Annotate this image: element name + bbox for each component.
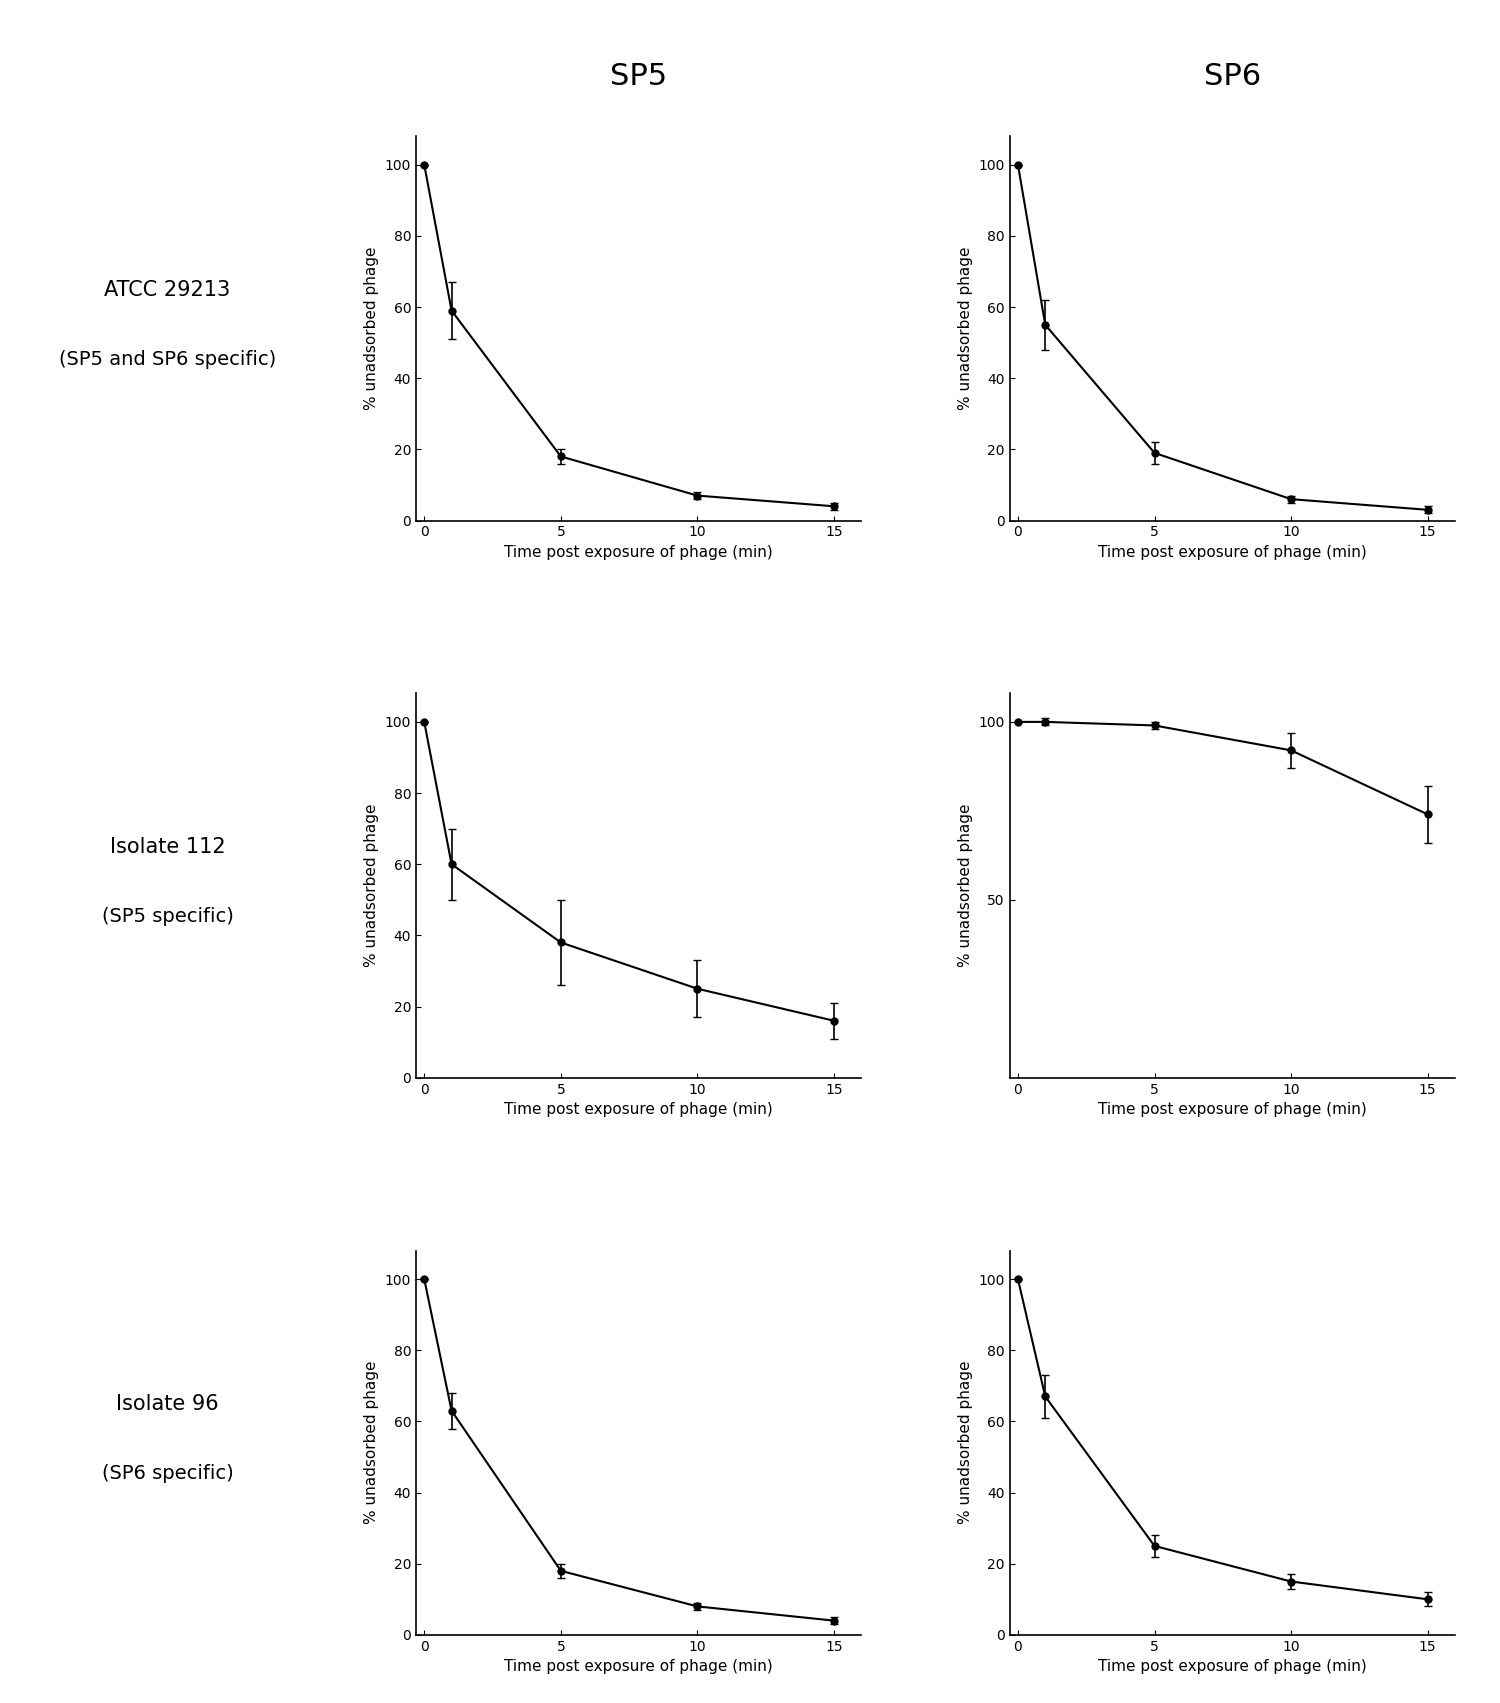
Text: (SP6 specific): (SP6 specific) [102,1465,234,1483]
Y-axis label: % unadsorbed phage: % unadsorbed phage [958,804,974,967]
Text: Isolate 112: Isolate 112 [110,838,225,857]
Text: (SP5 and SP6 specific): (SP5 and SP6 specific) [58,349,276,368]
X-axis label: Time post exposure of phage (min): Time post exposure of phage (min) [1098,1102,1366,1117]
X-axis label: Time post exposure of phage (min): Time post exposure of phage (min) [504,545,772,560]
Text: SP6: SP6 [1204,61,1262,92]
Y-axis label: % unadsorbed phage: % unadsorbed phage [364,1361,380,1524]
Y-axis label: % unadsorbed phage: % unadsorbed phage [364,804,380,967]
Text: Isolate 96: Isolate 96 [116,1395,219,1413]
X-axis label: Time post exposure of phage (min): Time post exposure of phage (min) [1098,545,1366,560]
X-axis label: Time post exposure of phage (min): Time post exposure of phage (min) [504,1659,772,1674]
Text: ATCC 29213: ATCC 29213 [105,279,231,300]
X-axis label: Time post exposure of phage (min): Time post exposure of phage (min) [504,1102,772,1117]
Y-axis label: % unadsorbed phage: % unadsorbed phage [958,1361,974,1524]
Text: SP5: SP5 [610,61,668,92]
X-axis label: Time post exposure of phage (min): Time post exposure of phage (min) [1098,1659,1366,1674]
Text: (SP5 specific): (SP5 specific) [102,906,234,926]
Y-axis label: % unadsorbed phage: % unadsorbed phage [364,247,380,410]
Y-axis label: % unadsorbed phage: % unadsorbed phage [958,247,974,410]
